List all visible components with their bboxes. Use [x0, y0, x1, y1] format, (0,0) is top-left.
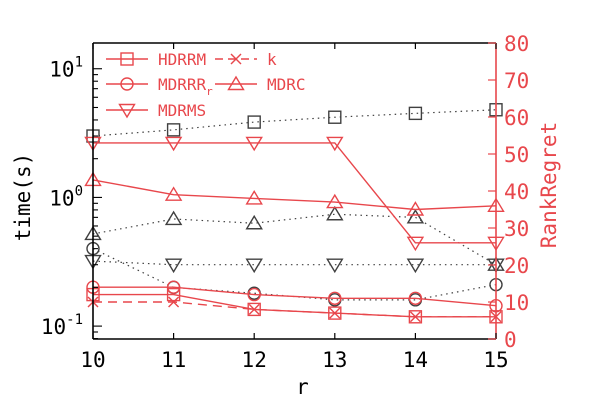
regret-point-hdrrm-13: [328, 306, 342, 320]
regret-point-hdrrm-11: [166, 287, 181, 302]
time-point-mdrc-11: [164, 210, 183, 226]
time-line-mdrrr-r: [92, 248, 497, 301]
regret-point-mdrms-13: [326, 136, 344, 152]
regret-point-k-11: [168, 296, 180, 308]
y-right-tick-label-20: 20: [504, 254, 529, 278]
axes: 10 11 12 13 14 15r10-1100101time(s)0102030405…: [11, 32, 561, 399]
legend-marker-square: [120, 52, 134, 66]
x-tick-label-15: 15: [483, 348, 508, 372]
x-tick-label-13: 13: [322, 348, 347, 372]
legend-marker-triangle-up: [227, 75, 245, 91]
regret-point-mdrc-14: [406, 201, 425, 216]
y-right-tick-label-0: 0: [504, 328, 517, 352]
regret-point-mdrms-12: [245, 136, 263, 152]
y-left-tick-exponent: -1: [66, 312, 83, 328]
y-left-tick-label-0.1: 10-1: [41, 312, 83, 339]
legend-label-text: k: [267, 50, 277, 69]
legend-item-mdrc: MDRC: [215, 75, 306, 94]
x-tick-label-12: 12: [242, 348, 267, 372]
legend-label-text: MDRC: [267, 75, 306, 94]
regret-point-mdrrr-r-14: [408, 291, 423, 305]
time-point-mdrms-11: [164, 258, 183, 274]
regret-point-mdrrr-r-12: [247, 287, 261, 302]
time-point-mdrms-14: [406, 258, 425, 274]
regret-point-hdrrm-14: [408, 310, 423, 324]
legend-item-hdrrm: HDRRM: [106, 50, 206, 69]
regret-line-k: [93, 301, 496, 318]
legend-label-subscript: r: [206, 85, 213, 98]
regret-point-mdrc-12: [245, 190, 263, 205]
legend-label: MDRRRr: [158, 75, 213, 98]
time-point-mdrc-12: [245, 214, 263, 230]
time-point-mdrc-14: [406, 208, 425, 224]
y-right-tick-label-80: 80: [504, 32, 529, 56]
legend-label: MDRC: [267, 75, 306, 94]
legend-marker-circle: [120, 77, 134, 91]
regret-point-mdrc-11: [164, 186, 183, 201]
time-line-mdrms: [92, 260, 496, 266]
time-point-hdrrm-11: [166, 123, 181, 137]
regret-line-mdrc: [92, 179, 497, 211]
legend-item-k: k: [215, 50, 277, 69]
legend-marker-triangle-down: [118, 103, 136, 119]
plot-area: [84, 103, 505, 324]
y-left-tick-base: 10: [41, 315, 66, 339]
regret-point-hdrrm-12: [247, 302, 261, 317]
time-point-hdrrm-13: [328, 110, 342, 124]
regret-line-mdrrr-r: [93, 286, 497, 307]
legend-label-text: MDRRR: [158, 75, 207, 94]
y-left-tick-exponent: 0: [75, 183, 83, 199]
time-line-mdrc: [92, 213, 497, 266]
x-tick-label-14: 14: [403, 348, 428, 372]
x-axis-label: r: [296, 375, 309, 399]
legend-label-text: MDRMS: [158, 101, 206, 120]
legend-label-text: HDRRM: [158, 50, 206, 69]
y-right-axis-label: RankRegret: [537, 122, 561, 248]
regret-line-mdrms: [93, 142, 496, 244]
x-tick-label-10: 10: [80, 348, 105, 372]
y-right-tick-label-60: 60: [504, 106, 529, 130]
legend-marker-x: [230, 53, 242, 65]
y-left-tick-exponent: 1: [75, 55, 83, 71]
y-right-tick-label-70: 70: [504, 69, 529, 93]
regret-point-mdrc-13: [326, 193, 344, 209]
y-left-axis-label: time(s): [11, 153, 35, 242]
y-left-tick-label-10: 101: [49, 55, 83, 82]
time-line-hdrrm: [92, 109, 497, 137]
regret-point-mdrrr-r-11: [166, 280, 181, 294]
y-right-tick-label-40: 40: [504, 180, 529, 204]
time-point-mdrc-13: [326, 205, 344, 221]
y-right-tick-label-30: 30: [504, 217, 529, 241]
regret-point-mdrms-11: [164, 136, 183, 152]
legend-item-mdrrr: MDRRRr: [106, 75, 213, 98]
time-point-mdrms-12: [245, 258, 263, 274]
y-left-tick-label-1: 100: [49, 183, 83, 210]
time-point-mdrms-13: [326, 258, 344, 274]
time-point-hdrrm-14: [408, 106, 423, 121]
legend-label: MDRMS: [158, 101, 206, 120]
legend-label: HDRRM: [158, 50, 206, 69]
regret-point-mdrms-14: [406, 236, 425, 252]
y-left-tick-base: 10: [49, 186, 74, 210]
y-right-tick-label-10: 10: [504, 291, 529, 315]
legend-item-mdrms: MDRMS: [106, 101, 206, 120]
x-tick-label-11: 11: [161, 348, 186, 372]
time-point-hdrrm-12: [247, 115, 261, 129]
regret-point-mdrrr-r-13: [328, 291, 342, 305]
legend: HDRRM k MDRRRr MDRC MDRMS: [106, 50, 306, 120]
y-right-tick-label-50: 50: [504, 143, 529, 167]
y-left-tick-base: 10: [49, 58, 74, 82]
legend-label: k: [267, 50, 277, 69]
regret-line-hdrrm: [93, 293, 496, 318]
